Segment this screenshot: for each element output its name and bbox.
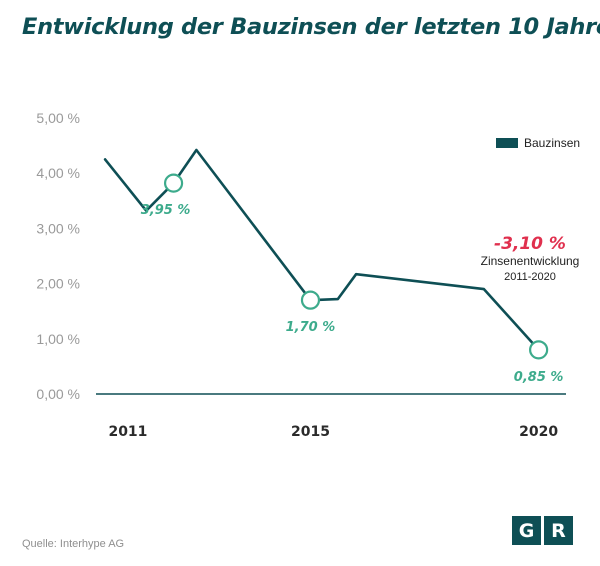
data-point-marker (300, 290, 321, 310)
legend-label: Bauzinsen (524, 136, 580, 150)
data-point-marker (163, 173, 184, 193)
x-tick-label: 2011 (108, 424, 147, 440)
logo-letter-r: R (544, 516, 573, 545)
x-tick-label: 2015 (291, 424, 330, 440)
y-tick-label: 4,00 % (36, 165, 80, 181)
y-tick-label: 5,00 % (36, 110, 80, 126)
y-tick-label: 3,00 % (36, 220, 80, 236)
x-tick-label: 2020 (519, 424, 558, 440)
marker-layer: 3,95 % 1,70 % 0,85 % (141, 173, 564, 385)
legend: Bauzinsen (496, 136, 580, 150)
y-tick-label: 1,00 % (36, 331, 80, 347)
logo-letter-g: G (512, 516, 541, 545)
data-point-marker (529, 340, 549, 360)
y-tick-label: 0,00 % (36, 386, 80, 402)
annotation-label: Zinsenentwicklung (481, 254, 580, 268)
logo: G R (512, 516, 573, 545)
data-point-label: 0,85 % (514, 370, 564, 385)
y-axis: 0,00 % 1,00 % 2,00 % 3,00 % 4,00 % 5,00 % (36, 110, 80, 402)
annotation-value: -3,10 % (494, 234, 566, 254)
source-note: Quelle: Interhype AG (22, 538, 125, 550)
legend-swatch (496, 138, 518, 148)
data-point-label: 3,95 % (141, 203, 191, 218)
data-point-label: 1,70 % (286, 320, 336, 335)
annotation: -3,10 %Zinsenentwicklung 2011-2020 (481, 234, 580, 283)
y-tick-label: 2,00 % (36, 276, 80, 292)
page-title: Entwicklung der Bauzinsen der letzten 10… (22, 14, 600, 40)
x-axis: 2011 2015 2020 (96, 393, 566, 440)
annotation-range: 2011-2020 (504, 271, 556, 283)
